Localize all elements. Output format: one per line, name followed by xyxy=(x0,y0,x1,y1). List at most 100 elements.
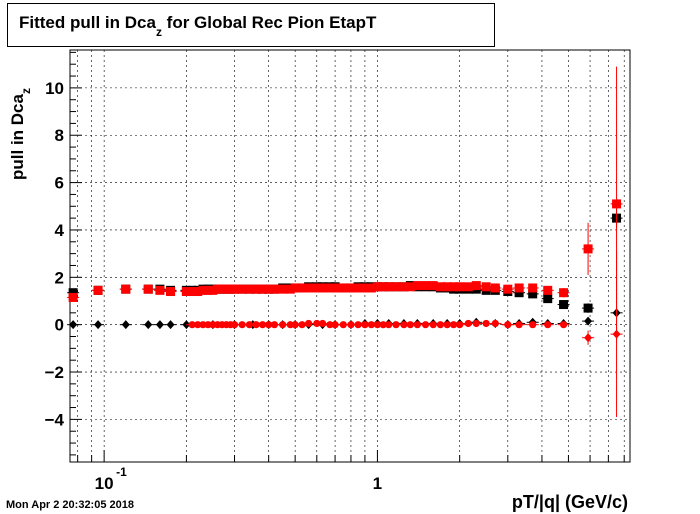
data-point-diamond xyxy=(612,329,621,339)
data-point-square xyxy=(399,282,409,292)
data-point-square xyxy=(166,287,176,297)
data-point-square xyxy=(543,294,553,304)
data-point-square xyxy=(384,282,394,292)
data-point-diamond xyxy=(94,320,103,330)
data-point-square xyxy=(93,285,103,295)
data-point-circle xyxy=(347,321,355,329)
timestamp: Mon Apr 2 20:32:05 2018 xyxy=(6,499,134,511)
title-main: Fitted pull in Dca xyxy=(19,13,156,32)
data-point-circle xyxy=(421,321,430,329)
data-point-circle xyxy=(270,321,279,329)
data-point-circle xyxy=(443,321,451,329)
data-point-square xyxy=(490,283,500,293)
data-point-diamond xyxy=(121,320,130,330)
data-point-square xyxy=(543,285,553,295)
data-point-square xyxy=(559,300,569,310)
data-point-square xyxy=(514,288,524,298)
data-point-square xyxy=(68,288,78,298)
data-point-square xyxy=(251,284,261,294)
data-point-circle xyxy=(515,321,523,329)
data-point-square xyxy=(193,287,203,297)
y-tick-label: −2 xyxy=(45,363,64,382)
data-point-square xyxy=(330,283,340,293)
data-point-circle xyxy=(279,321,287,329)
data-point-square xyxy=(612,199,622,209)
data-point-square xyxy=(412,281,422,291)
data-point-circle xyxy=(318,319,327,328)
data-point-square xyxy=(463,282,473,292)
data-point-circle xyxy=(491,319,499,328)
data-point-circle xyxy=(298,321,306,329)
y-tick-label: 0 xyxy=(55,316,64,335)
data-point-circle xyxy=(361,321,369,329)
data-point-square xyxy=(297,283,307,293)
data-point-square xyxy=(346,283,356,293)
data-point-circle xyxy=(559,321,568,329)
data-point-square xyxy=(428,281,438,291)
data-point-square xyxy=(278,284,288,294)
data-point-diamond xyxy=(584,316,593,326)
data-point-circle xyxy=(238,321,246,329)
data-point-square xyxy=(338,283,348,293)
data-point-diamond xyxy=(144,320,153,330)
y-tick-label: 2 xyxy=(55,268,64,287)
data-point-circle xyxy=(245,321,253,329)
data-point-square xyxy=(559,288,569,298)
data-point-square xyxy=(244,284,254,294)
data-point-square xyxy=(269,284,279,294)
data-point-square xyxy=(583,303,593,313)
data-point-circle xyxy=(464,319,472,328)
data-point-square xyxy=(455,282,465,292)
data-point-square xyxy=(318,283,328,293)
data-point-square xyxy=(405,282,415,292)
grid-lines xyxy=(70,50,630,462)
data-point-square xyxy=(435,282,445,292)
data-point-square xyxy=(304,283,314,293)
y-tick-label: 6 xyxy=(55,174,64,193)
data-point-circle xyxy=(354,321,362,329)
data-point-square xyxy=(353,283,363,293)
title-rest: for Global Rec Pion EtapT xyxy=(161,13,377,32)
data-point-square xyxy=(230,284,240,294)
data-point-circle xyxy=(456,321,464,329)
title-subscript: z xyxy=(155,25,162,40)
data-point-square xyxy=(121,284,131,294)
y-axis-label: pull in Dcaz xyxy=(8,88,34,180)
data-point-circle xyxy=(339,321,347,329)
data-point-square xyxy=(208,285,218,295)
y-tick-label: 8 xyxy=(55,126,64,145)
data-point-circle xyxy=(258,321,267,329)
data-point-square xyxy=(421,281,431,291)
data-point-square xyxy=(143,284,153,294)
x-tick-label: 1 xyxy=(373,474,382,493)
plot-frame xyxy=(69,49,631,463)
data-point-circle xyxy=(429,321,437,329)
data-point-square xyxy=(481,282,491,292)
data-point-diamond xyxy=(155,320,164,330)
data-point-square xyxy=(258,284,268,294)
data-point-circle xyxy=(331,321,339,329)
data-point-circle xyxy=(482,319,490,328)
data-point-circle xyxy=(230,321,239,329)
data-point-square xyxy=(471,281,481,291)
data-point-square xyxy=(155,285,165,295)
data-point-diamond xyxy=(69,320,78,330)
data-point-circle xyxy=(305,319,313,328)
y-tick-label: 4 xyxy=(55,221,65,240)
data-point-square xyxy=(503,284,513,294)
data-point-circle xyxy=(400,321,408,329)
data-point-square xyxy=(391,282,401,292)
y-tick-label: 10 xyxy=(45,79,64,98)
data-point-circle xyxy=(504,321,512,329)
ylabel-main: pull in Dca xyxy=(8,94,27,180)
data-point-square xyxy=(360,283,370,293)
data-point-diamond xyxy=(166,320,175,330)
data-point-circle xyxy=(406,321,414,329)
data-point-square xyxy=(528,289,538,299)
data-point-square xyxy=(528,283,538,293)
x-axis-label: pT/|q| (GeV/c) xyxy=(511,492,628,512)
ylabel-subscript: z xyxy=(19,88,34,95)
data-point-square xyxy=(237,284,247,294)
